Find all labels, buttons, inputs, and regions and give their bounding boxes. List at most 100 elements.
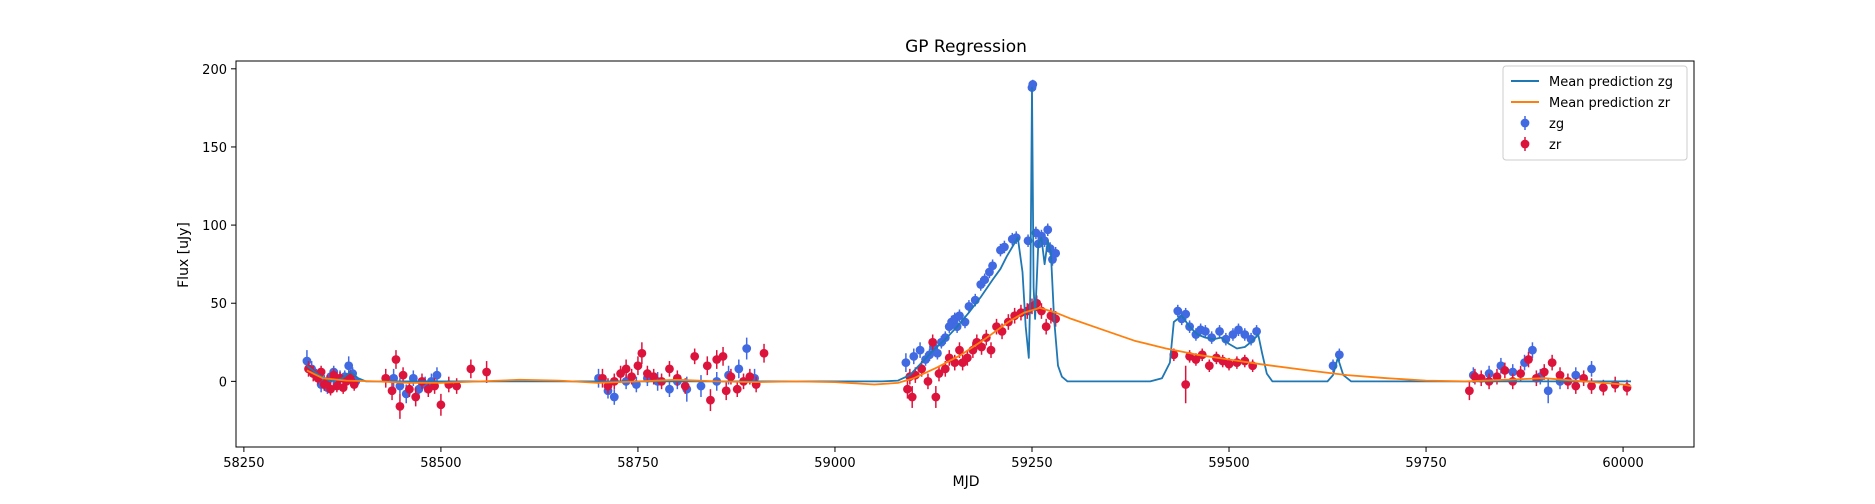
point-zg (302, 356, 312, 366)
point-zr (387, 386, 397, 396)
point-zr (1524, 355, 1533, 364)
point-zg (1234, 325, 1243, 335)
point-zr (1598, 383, 1608, 393)
legend-label: Mean prediction zr (1549, 96, 1671, 111)
point-zg (1043, 225, 1053, 235)
point-zg (696, 381, 706, 391)
point-zg (1334, 350, 1344, 360)
point-zr (680, 381, 690, 391)
point-zr (907, 392, 917, 402)
point-zr (1516, 369, 1526, 378)
point-zg (609, 392, 619, 402)
point-zg (1221, 334, 1231, 344)
point-zg (1543, 386, 1553, 396)
x-axis-label: MJD (953, 474, 980, 490)
legend-marker-swatch (1520, 118, 1530, 128)
point-zr (436, 400, 446, 410)
chart-title: GP Regression (905, 37, 1027, 57)
point-zr (1041, 322, 1051, 332)
y-axis-label: Flux [uJy] (176, 222, 192, 288)
x-tick-label: 58500 (420, 456, 461, 471)
point-zr (940, 364, 950, 374)
point-zg (940, 333, 950, 343)
point-zr (398, 370, 408, 380)
point-zr (466, 364, 476, 374)
point-zr (395, 401, 405, 411)
point-zr (1571, 381, 1581, 391)
point-zr (633, 361, 643, 371)
y-tick-label: 100 (202, 219, 227, 234)
x-tick-label: 58250 (223, 456, 264, 471)
point-zr (391, 355, 401, 364)
point-zr (1051, 314, 1061, 324)
point-zg (1051, 248, 1061, 258)
plot-layer (302, 79, 1632, 419)
point-zr (702, 361, 712, 371)
point-zg (1240, 330, 1250, 339)
point-zg (665, 384, 674, 394)
point-zr (721, 386, 731, 396)
point-zr (1555, 370, 1565, 380)
point-zg (1587, 364, 1596, 374)
point-zr (665, 364, 674, 374)
point-zr (1191, 355, 1201, 364)
point-zg (742, 344, 752, 353)
point-zr (404, 384, 414, 394)
series-zr (304, 295, 1632, 419)
point-zr (1547, 358, 1557, 368)
y-tick-label: 50 (210, 297, 227, 312)
x-tick-label: 60000 (1602, 456, 1643, 471)
point-zg (933, 348, 942, 358)
point-zr (637, 348, 647, 358)
x-axis: 58250 58500 58750 59000 59250 59500 59750 60000 (223, 447, 1644, 471)
point-zg (395, 381, 405, 391)
y-tick-label: 200 (202, 63, 227, 78)
point-zr (706, 395, 715, 405)
point-zg (980, 275, 990, 285)
point-zr (726, 372, 736, 382)
point-zr (732, 384, 742, 394)
point-zr (381, 373, 391, 383)
point-zg (901, 358, 911, 368)
point-zr (1500, 366, 1510, 375)
legend-label: zr (1549, 138, 1562, 153)
point-zr (411, 392, 421, 402)
y-tick-label: 0 (219, 375, 227, 390)
point-zr (718, 351, 728, 361)
point-zg (955, 311, 964, 321)
point-zr (621, 364, 631, 374)
point-zg (344, 361, 354, 371)
point-zr (690, 351, 700, 361)
x-tick-label: 59500 (1208, 456, 1249, 471)
point-zr (977, 342, 986, 352)
point-zr (1464, 386, 1474, 396)
legend-marker-swatch (1520, 139, 1530, 149)
point-zg (1181, 309, 1191, 319)
plot-frame (235, 60, 1695, 448)
point-zg (1200, 326, 1210, 336)
x-tick-label: 59250 (1011, 456, 1052, 471)
point-zg (414, 384, 424, 394)
point-zr (1539, 367, 1549, 377)
point-zr (923, 376, 933, 386)
point-zr (1181, 380, 1191, 389)
point-zg (988, 261, 997, 271)
point-zr (430, 381, 440, 391)
point-zr (950, 358, 960, 368)
point-zg (389, 373, 399, 383)
point-zr (603, 381, 613, 391)
point-zr (986, 345, 996, 355)
point-zg (1571, 370, 1581, 380)
plot-area (302, 79, 1632, 419)
point-zr (931, 392, 941, 402)
x-tick-label: 59000 (814, 456, 855, 471)
point-zr (1224, 359, 1234, 369)
x-tick-label: 59750 (1405, 456, 1446, 471)
point-zr (598, 373, 607, 383)
point-zg (432, 370, 442, 380)
legend: Mean prediction zg Mean prediction zr zg zr (1502, 65, 1688, 161)
line-mean-prediction-zr (306, 307, 1632, 387)
y-axis: 0 50 100 150 200 (202, 63, 236, 390)
